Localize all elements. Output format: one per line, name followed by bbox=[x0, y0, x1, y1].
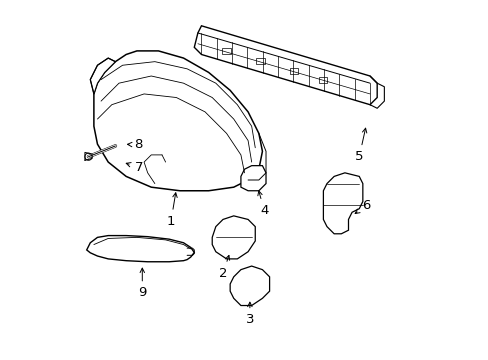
Text: 3: 3 bbox=[245, 302, 254, 327]
Circle shape bbox=[188, 248, 191, 252]
Text: 9: 9 bbox=[138, 268, 146, 300]
Circle shape bbox=[339, 187, 346, 194]
Circle shape bbox=[340, 213, 346, 219]
Circle shape bbox=[85, 153, 92, 160]
Circle shape bbox=[113, 140, 122, 149]
Text: 7: 7 bbox=[126, 161, 142, 174]
Text: 8: 8 bbox=[127, 138, 142, 151]
Text: 5: 5 bbox=[354, 128, 366, 163]
Text: 4: 4 bbox=[257, 191, 268, 217]
Polygon shape bbox=[212, 216, 255, 259]
Circle shape bbox=[116, 143, 120, 147]
Polygon shape bbox=[323, 173, 362, 234]
Circle shape bbox=[246, 296, 252, 301]
Circle shape bbox=[188, 252, 191, 255]
Polygon shape bbox=[194, 26, 376, 105]
Text: 6: 6 bbox=[354, 199, 370, 213]
Polygon shape bbox=[241, 166, 265, 191]
Circle shape bbox=[250, 175, 256, 181]
Text: 2: 2 bbox=[218, 255, 229, 280]
Polygon shape bbox=[222, 48, 230, 54]
Polygon shape bbox=[289, 68, 298, 74]
Text: 1: 1 bbox=[166, 193, 177, 228]
Circle shape bbox=[246, 274, 252, 280]
Polygon shape bbox=[90, 58, 115, 94]
Circle shape bbox=[230, 224, 236, 229]
Polygon shape bbox=[86, 235, 194, 262]
Circle shape bbox=[230, 245, 236, 251]
Polygon shape bbox=[318, 77, 326, 83]
Polygon shape bbox=[256, 58, 264, 64]
Polygon shape bbox=[94, 51, 262, 191]
Polygon shape bbox=[230, 266, 269, 306]
